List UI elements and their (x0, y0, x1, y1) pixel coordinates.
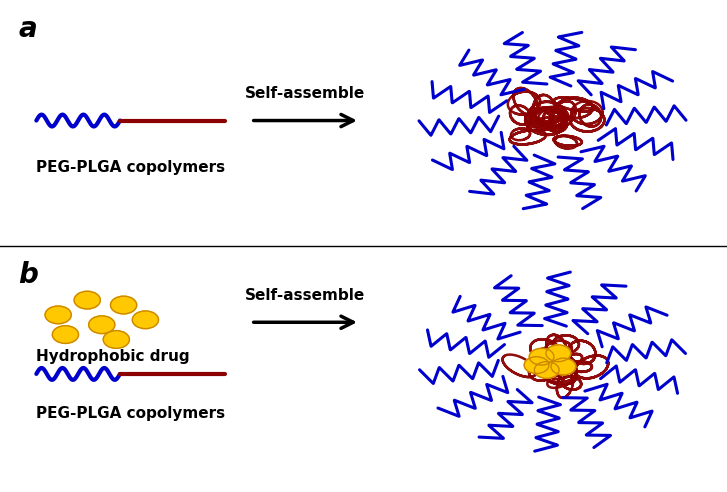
Circle shape (534, 362, 559, 378)
Text: a: a (18, 15, 37, 43)
Text: b: b (18, 261, 38, 289)
Circle shape (546, 345, 571, 362)
Circle shape (551, 358, 576, 375)
Text: Self-assemble: Self-assemble (245, 86, 366, 101)
Circle shape (52, 326, 79, 343)
Text: PEG-PLGA copolymers: PEG-PLGA copolymers (36, 406, 225, 421)
Circle shape (529, 348, 554, 365)
Circle shape (74, 291, 100, 309)
Circle shape (524, 357, 549, 373)
Circle shape (45, 306, 71, 324)
Text: Self-assemble: Self-assemble (245, 288, 366, 303)
Circle shape (89, 316, 115, 334)
Circle shape (103, 331, 129, 348)
Circle shape (111, 296, 137, 314)
Circle shape (132, 311, 158, 329)
Text: PEG-PLGA copolymers: PEG-PLGA copolymers (36, 160, 225, 175)
Text: Hydrophobic drug: Hydrophobic drug (36, 349, 190, 364)
